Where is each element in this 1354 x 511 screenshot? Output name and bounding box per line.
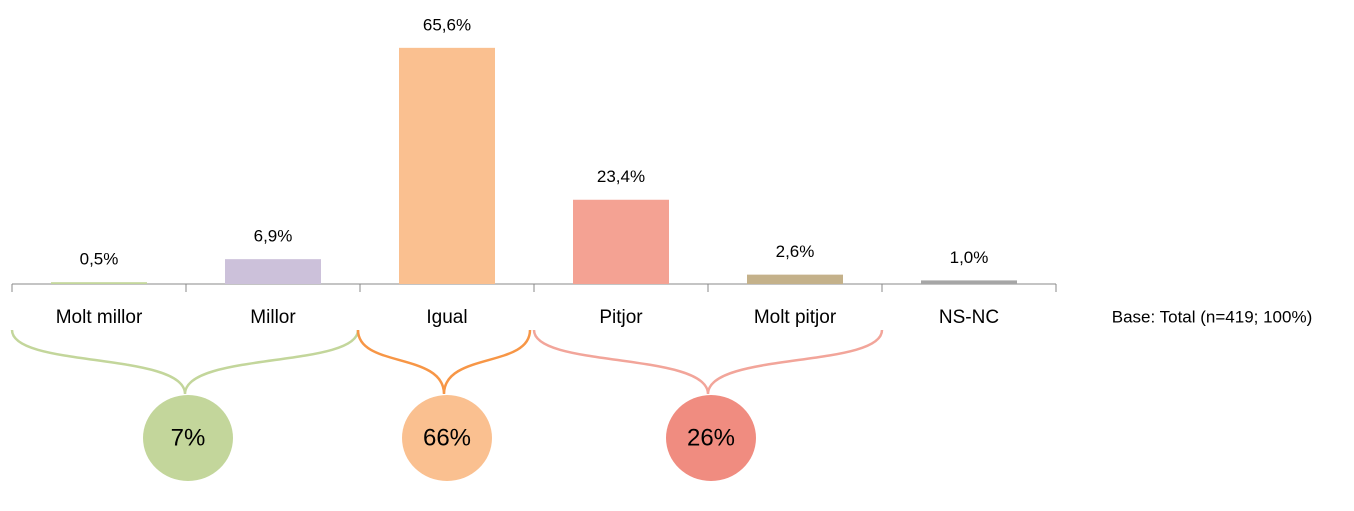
bar [921,280,1017,284]
bar [225,259,321,284]
value-label: 2,6% [776,242,815,261]
brace [356,329,532,395]
x-tick-label: NS-NC [939,307,999,328]
value-label: 0,5% [80,250,119,269]
bar [51,282,147,284]
brace [10,329,360,395]
value-label: 1,0% [950,248,989,267]
group-label: 66% [423,424,471,451]
x-tick-label: Millor [250,307,296,328]
x-tick-label: Igual [426,307,467,328]
value-label: 6,9% [254,227,293,246]
bar [573,199,669,284]
x-tick-label: Molt pitjor [754,307,837,328]
group-circle [143,395,233,481]
base-note: Base: Total (n=419; 100%) [1112,307,1313,326]
group-circle [666,395,756,481]
group-circle [402,395,492,481]
group-label: 7% [171,424,206,451]
x-tick-label: Pitjor [599,307,643,328]
group-label: 26% [687,424,735,451]
x-tick-label: Molt millor [56,307,143,328]
value-label: 65,6% [423,15,471,34]
value-label: 23,4% [597,167,645,186]
bar [747,274,843,284]
bar [399,47,495,285]
brace [532,329,884,395]
